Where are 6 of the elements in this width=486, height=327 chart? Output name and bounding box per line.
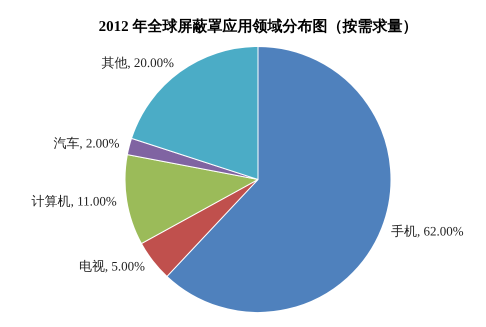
slice-label: 其他, 20.00% [101,55,174,70]
slice-label: 计算机, 11.00% [32,193,117,208]
slice-label: 电视, 5.00% [78,258,146,274]
chart-title: 2012 年全球屏蔽罩应用领域分布图（按需求量） [98,16,418,35]
slice-label: 汽车, 2.00% [53,135,120,150]
slice-label: 手机, 62.00% [390,224,464,239]
